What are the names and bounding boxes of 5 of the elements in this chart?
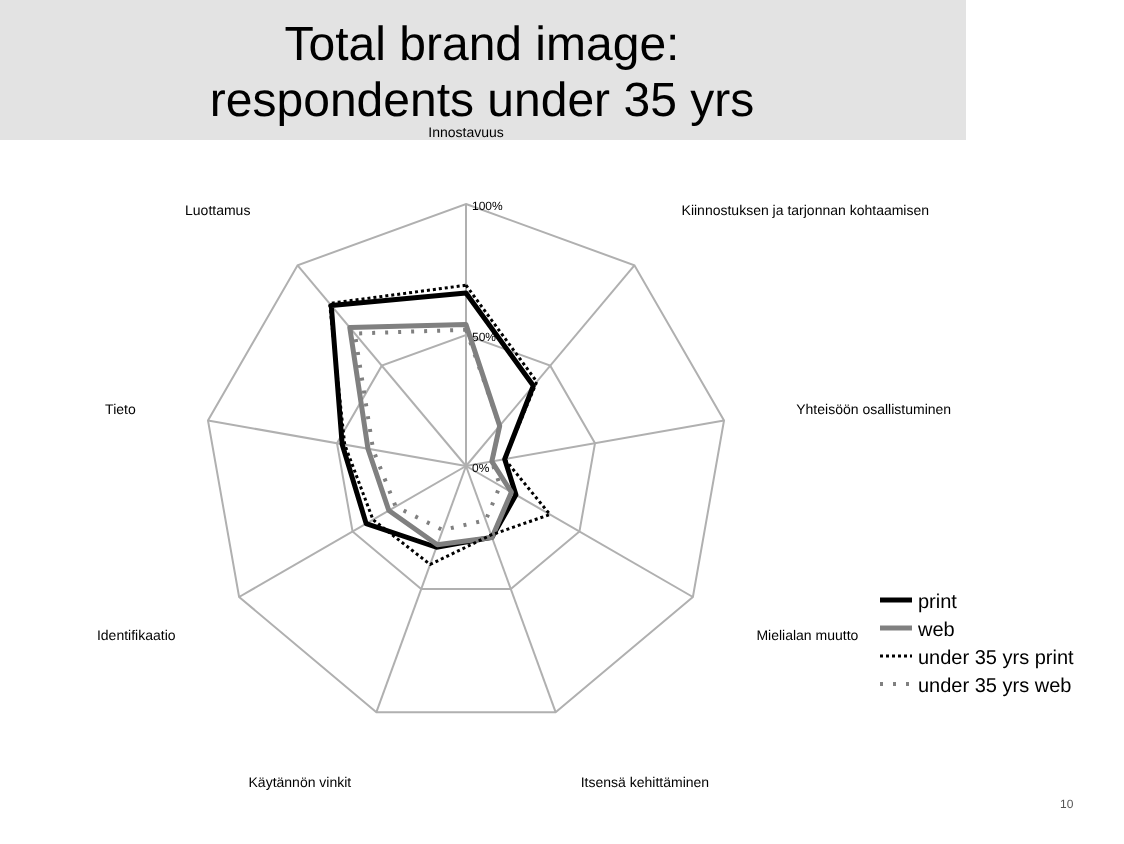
legend-label: under 35 yrs print: [918, 648, 1075, 670]
legend-label: under 35 yrs web: [918, 676, 1073, 698]
chart-title: Total brand image: respondents under 35 yrs: [209, 18, 755, 128]
legend-label: print: [918, 592, 958, 614]
legend-label: web: [916, 620, 956, 642]
